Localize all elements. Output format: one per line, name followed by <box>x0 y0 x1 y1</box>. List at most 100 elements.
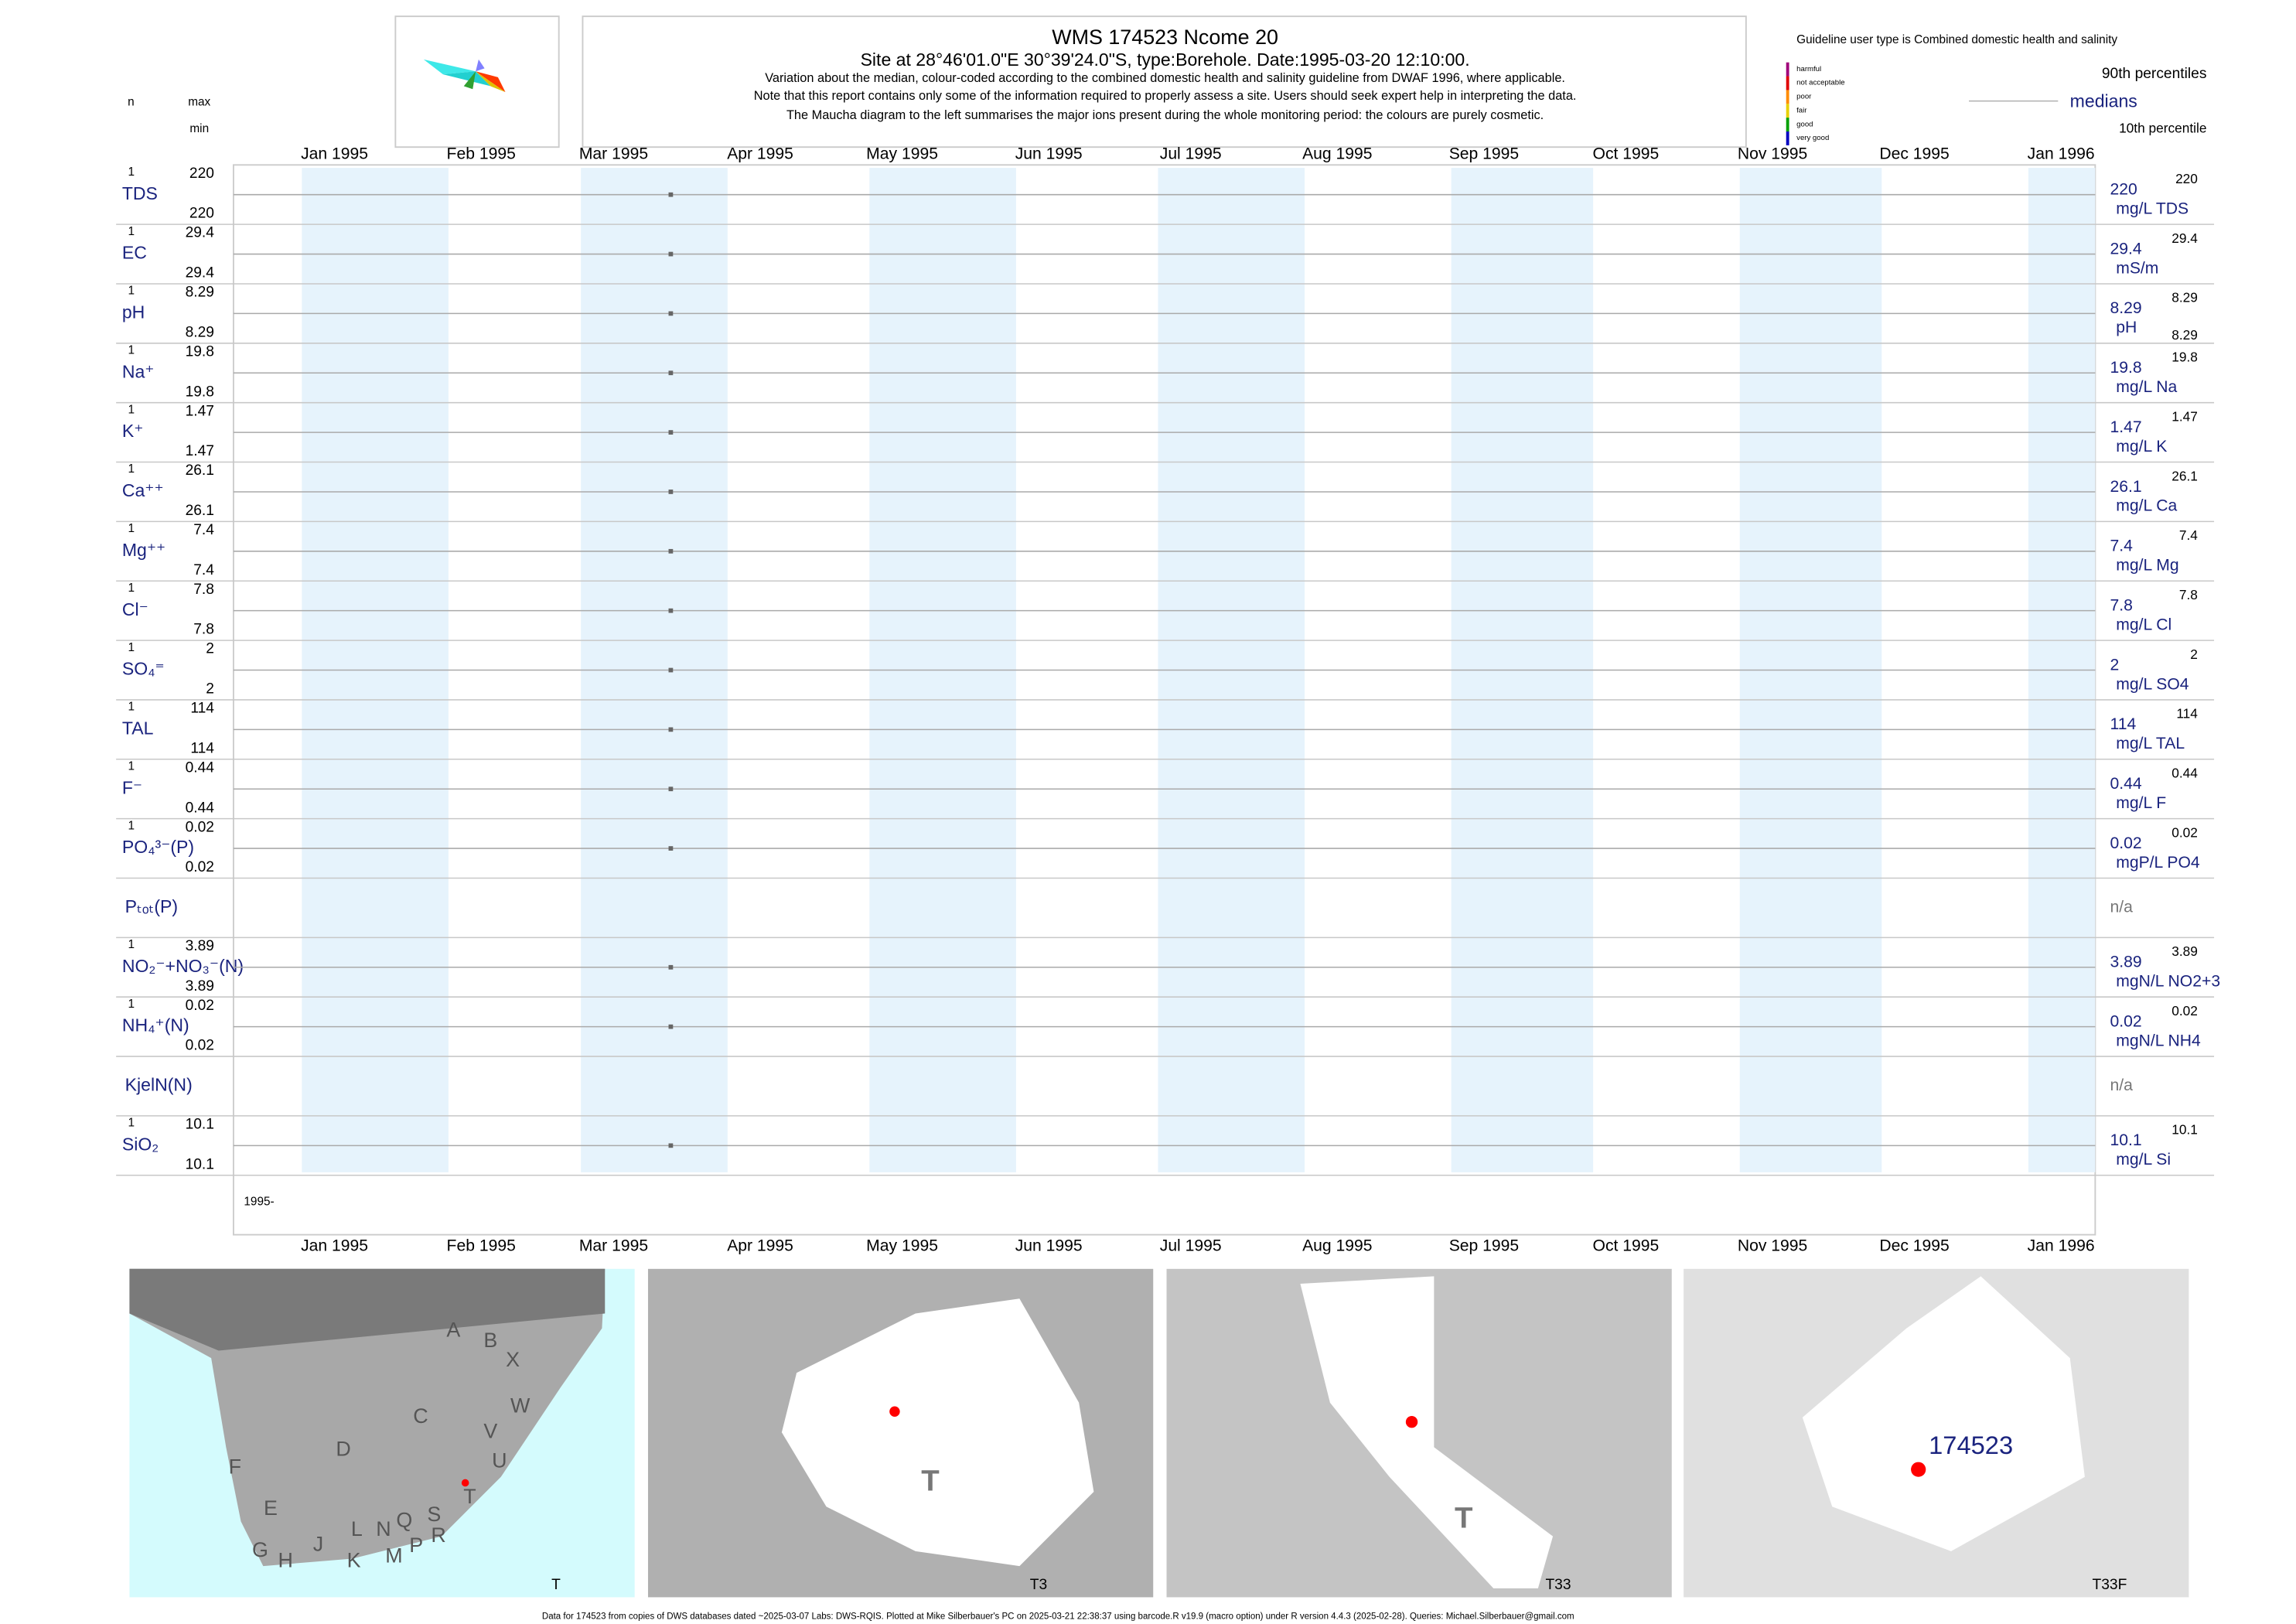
min-value: 29.4 <box>186 265 215 281</box>
unit-label: mS/m <box>2116 259 2158 277</box>
region-label: T <box>463 1485 476 1508</box>
region-label: P <box>409 1534 423 1557</box>
unit-label: mg/L TDS <box>2116 200 2189 217</box>
region-label: V <box>483 1419 497 1442</box>
unit-label: mg/L Ca <box>2116 497 2177 515</box>
row-label: Cl⁻ <box>122 599 148 619</box>
max-value-right: 114 <box>2176 706 2198 722</box>
level-swatch <box>1786 90 1789 104</box>
month-label: Sep 1995 <box>1449 145 1519 162</box>
min-value: 2 <box>206 681 214 698</box>
row-label: SiO₂ <box>122 1134 159 1154</box>
row-label: Mg⁺⁺ <box>122 540 165 560</box>
region-label: F <box>229 1455 241 1478</box>
row-label: PO₄³⁻(P) <box>122 837 194 857</box>
month-label: Apr 1995 <box>727 145 793 162</box>
max-value-right: 29.4 <box>2171 230 2198 246</box>
n-value: 1 <box>128 225 135 238</box>
median-value: 3.89 <box>2110 954 2142 971</box>
region-label: T <box>1455 1502 1473 1535</box>
sample-point <box>668 490 674 494</box>
month-label: Jan 1995 <box>301 1237 368 1255</box>
sample-point <box>668 846 674 851</box>
max-value: 7.8 <box>193 582 214 598</box>
month-label: Jul 1995 <box>1160 145 1222 162</box>
region-label: L <box>351 1517 363 1540</box>
min-value: 7.8 <box>193 622 214 638</box>
min-value: 7.4 <box>193 562 214 578</box>
median-label: medians <box>2070 91 2137 111</box>
month-label: Aug 1995 <box>1302 145 1372 162</box>
unit-label: mgP/L PO4 <box>2116 854 2200 872</box>
level-label: not acceptable <box>1796 79 1844 87</box>
month-label: Jun 1995 <box>1015 145 1083 162</box>
map-caption: T33F <box>2092 1577 2127 1593</box>
n-value: 1 <box>128 522 135 535</box>
level-label: poor <box>1796 93 1812 101</box>
median-value: 114 <box>2110 715 2137 733</box>
row-label: TAL <box>122 718 154 738</box>
row-label: KjelN(N) <box>125 1075 193 1095</box>
month-label: Jul 1995 <box>1160 1237 1222 1255</box>
maucha-box <box>394 15 560 148</box>
max-value: 114 <box>190 701 214 717</box>
guideline-text: Guideline user type is Combined domestic… <box>1796 33 2117 46</box>
n-value: 1 <box>128 938 135 951</box>
site-dot <box>889 1406 900 1417</box>
catchment <box>1802 1276 2085 1551</box>
median-value: 7.8 <box>2110 596 2133 614</box>
catchment <box>1300 1276 1554 1588</box>
n-value: 1 <box>128 759 135 773</box>
unit-label: mg/L Cl <box>2116 616 2171 633</box>
max-value-right: 0.44 <box>2171 766 2198 781</box>
sample-point <box>668 786 674 792</box>
catchment <box>781 1298 1094 1567</box>
max-value-right: 7.4 <box>2179 527 2198 543</box>
max-value-right: 7.8 <box>2179 587 2198 602</box>
month-label: Feb 1995 <box>447 1237 516 1255</box>
unit-label: mg/L Na <box>2116 378 2177 396</box>
median-value: 29.4 <box>2110 240 2142 258</box>
region-label: U <box>492 1449 507 1472</box>
min-value: 0.44 <box>186 800 215 816</box>
map-panel: T33 <box>1166 1268 1672 1598</box>
sample-point <box>668 430 674 435</box>
min-header: min <box>189 122 209 135</box>
na-label: n/a <box>2110 899 2134 916</box>
row-label: NO₂⁻+NO₃⁻(N) <box>122 956 244 976</box>
median-value: 7.4 <box>2110 537 2134 555</box>
level-swatch <box>1786 104 1789 118</box>
month-label: Feb 1995 <box>447 145 516 162</box>
region-label: J <box>313 1532 323 1555</box>
unit-label: mg/L Si <box>2116 1151 2171 1169</box>
title: WMS 174523 Ncome 20 <box>1052 26 1278 49</box>
n-value: 1 <box>128 343 135 357</box>
sample-point <box>668 311 674 316</box>
month-label: Jun 1995 <box>1015 1237 1083 1255</box>
max-value-right: 10.1 <box>2171 1122 2198 1138</box>
month-label: May 1995 <box>866 1237 938 1255</box>
n-value: 1 <box>128 582 135 595</box>
row-label: TDS <box>122 183 158 203</box>
median-value: 0.44 <box>2110 775 2142 793</box>
subtitle: Site at 28°46'01.0"E 30°39'24.0"S, type:… <box>861 49 1470 70</box>
footer: Data for 174523 from copies of DWS datab… <box>542 1612 1574 1621</box>
level-swatch <box>1786 62 1789 77</box>
site-dot <box>1911 1462 1926 1477</box>
unit-label: mg/L F <box>2116 794 2166 812</box>
max-value-right: 0.02 <box>2171 1003 2198 1018</box>
row-label: EC <box>122 243 147 263</box>
month-label: Jan 1995 <box>301 145 368 162</box>
map-panel: T33F <box>1684 1268 2189 1598</box>
min-value-right: 8.29 <box>2171 327 2198 343</box>
note: Note that this report contains only some… <box>754 89 1577 103</box>
p90-label: 90th percentiles <box>2102 66 2207 82</box>
site-label: 174523 <box>1929 1431 2013 1459</box>
level-label: good <box>1796 120 1813 128</box>
n-value: 1 <box>128 165 135 179</box>
row-label: K⁺ <box>122 421 144 441</box>
region-label: H <box>278 1548 292 1571</box>
max-value: 26.1 <box>186 462 214 479</box>
max-value-right: 0.02 <box>2171 824 2198 840</box>
